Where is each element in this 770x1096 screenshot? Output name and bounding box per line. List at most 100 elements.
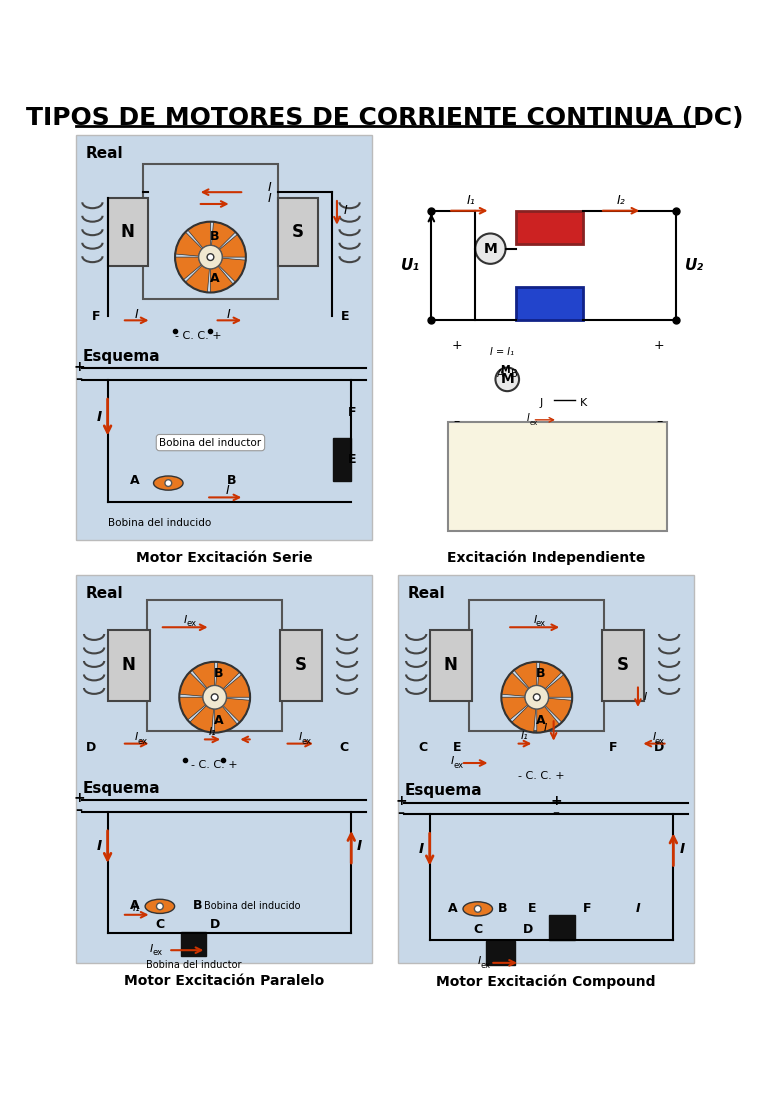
- Text: D: D: [654, 741, 665, 754]
- Text: A: A: [130, 899, 139, 912]
- Text: I: I: [299, 732, 303, 742]
- Text: TIPOS DE MOTORES DE CORRIENTE CONTINUA (DC): TIPOS DE MOTORES DE CORRIENTE CONTINUA (…: [26, 106, 744, 130]
- Text: A: A: [214, 715, 224, 728]
- Wedge shape: [176, 232, 202, 256]
- Text: ex: ex: [454, 761, 464, 770]
- Text: - C. C. +: - C. C. +: [192, 760, 238, 769]
- Text: I: I: [357, 840, 362, 854]
- Text: I: I: [183, 615, 187, 625]
- Wedge shape: [545, 698, 572, 722]
- Text: B: B: [536, 667, 546, 681]
- Text: S: S: [295, 657, 306, 674]
- Text: I: I: [268, 193, 271, 205]
- Text: A: A: [536, 715, 546, 728]
- Circle shape: [525, 685, 548, 709]
- Wedge shape: [215, 706, 237, 732]
- Text: I: I: [135, 308, 138, 321]
- Bar: [280, 630, 322, 701]
- Text: B: B: [227, 475, 236, 487]
- Bar: [333, 437, 351, 481]
- Text: +: +: [654, 339, 665, 352]
- Text: B: B: [511, 369, 517, 379]
- Bar: [278, 198, 318, 265]
- Wedge shape: [216, 662, 239, 689]
- Text: N: N: [121, 222, 135, 241]
- Text: Esquema: Esquema: [404, 784, 482, 798]
- Bar: [448, 422, 668, 532]
- Text: Esquema: Esquema: [82, 780, 160, 796]
- Text: I₁: I₁: [467, 194, 475, 207]
- Wedge shape: [192, 662, 215, 688]
- Bar: [143, 164, 278, 299]
- Bar: [516, 287, 583, 320]
- Text: C: C: [418, 741, 427, 754]
- Circle shape: [475, 233, 506, 264]
- Circle shape: [211, 694, 218, 700]
- Wedge shape: [537, 706, 560, 732]
- Text: ex: ex: [530, 420, 538, 426]
- Wedge shape: [179, 672, 206, 696]
- Circle shape: [156, 903, 163, 910]
- Wedge shape: [219, 259, 246, 282]
- Text: Real: Real: [85, 586, 123, 601]
- Text: Bobina del inducido: Bobina del inducido: [109, 517, 212, 527]
- Circle shape: [207, 254, 214, 261]
- Text: C: C: [474, 923, 482, 936]
- Circle shape: [165, 480, 172, 487]
- Bar: [75, 135, 373, 539]
- Circle shape: [534, 694, 540, 700]
- Text: M: M: [500, 365, 510, 375]
- Text: I: I: [96, 840, 102, 854]
- Text: Bobina del inducido: Bobina del inducido: [204, 901, 301, 912]
- Bar: [486, 941, 515, 964]
- Wedge shape: [179, 697, 206, 720]
- Wedge shape: [223, 698, 250, 722]
- Text: A: A: [447, 902, 457, 915]
- Text: C: C: [156, 918, 165, 932]
- Text: I: I: [227, 308, 231, 321]
- Wedge shape: [210, 266, 233, 293]
- Text: I: I: [135, 732, 138, 742]
- Wedge shape: [212, 221, 236, 249]
- Wedge shape: [546, 674, 572, 697]
- Text: I: I: [268, 181, 271, 194]
- Text: I: I: [652, 732, 655, 742]
- Text: I: I: [544, 723, 547, 733]
- Wedge shape: [537, 662, 562, 689]
- Text: Real: Real: [85, 146, 123, 161]
- Wedge shape: [501, 672, 528, 696]
- Text: Motor Excitación Serie: Motor Excitación Serie: [136, 551, 313, 566]
- Text: I₂: I₂: [617, 194, 625, 207]
- Text: J: J: [539, 398, 543, 408]
- Circle shape: [495, 367, 519, 391]
- Text: A: A: [130, 475, 139, 487]
- Ellipse shape: [145, 900, 175, 913]
- Wedge shape: [186, 265, 209, 293]
- Text: Real: Real: [408, 586, 445, 601]
- Text: +: +: [551, 794, 562, 808]
- Text: E: E: [453, 741, 461, 754]
- Text: - C. C. +: - C. C. +: [175, 331, 221, 341]
- Text: F: F: [348, 406, 357, 419]
- Text: –: –: [75, 372, 82, 386]
- Text: E: E: [348, 453, 357, 466]
- Circle shape: [203, 685, 226, 709]
- Text: U₂: U₂: [685, 258, 704, 273]
- Text: S: S: [292, 222, 304, 241]
- Text: M: M: [500, 373, 514, 387]
- Text: –: –: [75, 803, 82, 818]
- Text: I: I: [478, 956, 481, 967]
- Text: U₁: U₁: [401, 258, 420, 273]
- Text: I: I: [644, 693, 647, 703]
- Text: +: +: [395, 794, 407, 808]
- Text: M: M: [484, 242, 497, 255]
- Ellipse shape: [463, 902, 493, 916]
- Text: B: B: [193, 899, 203, 912]
- Text: ex: ex: [302, 737, 312, 745]
- Text: D: D: [524, 923, 534, 936]
- Bar: [108, 630, 149, 701]
- Text: +: +: [73, 359, 85, 374]
- Text: I: I: [96, 410, 102, 424]
- Bar: [601, 630, 644, 701]
- Text: –: –: [397, 806, 404, 820]
